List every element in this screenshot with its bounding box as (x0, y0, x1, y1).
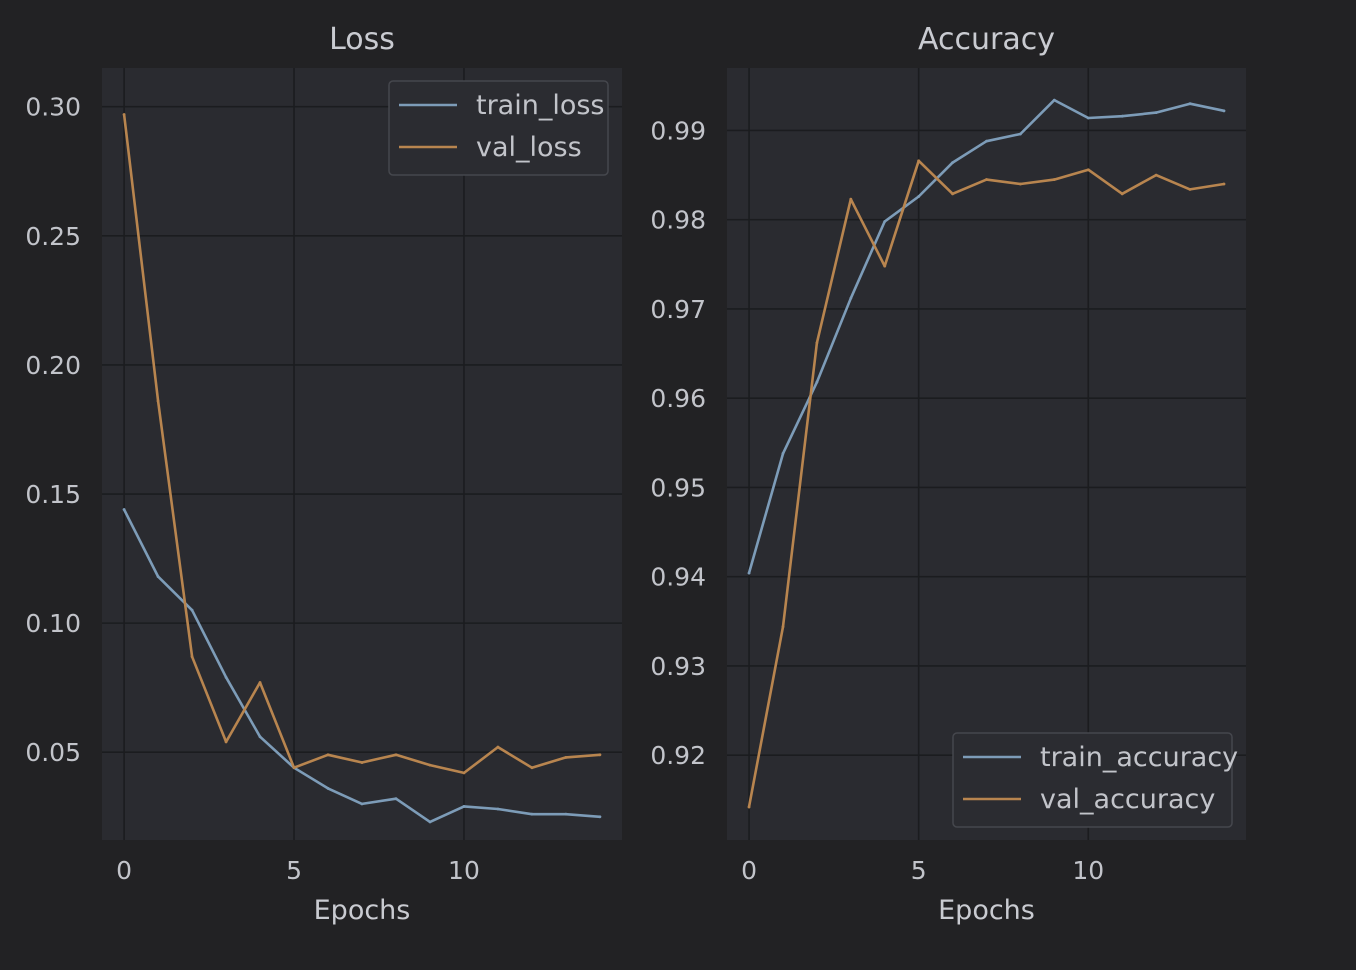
data-point-train_loss (428, 820, 432, 824)
x-axis-label: Epochs (938, 895, 1035, 926)
chart-title: Loss (329, 22, 395, 57)
data-point-train_accuracy (747, 571, 751, 575)
data-point-val_loss (462, 771, 466, 775)
data-point-val_loss (428, 763, 432, 767)
data-point-val_accuracy (985, 178, 988, 181)
x-axis-label: Epochs (314, 895, 411, 926)
data-point-val_accuracy (781, 625, 785, 629)
y-tick-label: 0.96 (650, 384, 706, 413)
data-point-val_loss (564, 755, 568, 759)
data-point-val_accuracy (1052, 178, 1056, 181)
data-point-val_accuracy (951, 192, 954, 196)
x-tick-label: 5 (911, 856, 927, 885)
data-point-val_accuracy (1188, 187, 1192, 191)
y-tick-label: 0.99 (650, 116, 706, 145)
data-point-train_accuracy (951, 161, 954, 165)
data-point-val_accuracy (1222, 182, 1226, 186)
data-point-val_loss (598, 753, 602, 757)
x-tick-label: 0 (116, 856, 132, 885)
data-point-train_accuracy (1154, 111, 1158, 115)
x-tick-label: 10 (448, 856, 480, 885)
x-tick-label: 5 (286, 856, 302, 885)
data-point-val_accuracy (1086, 168, 1090, 172)
data-point-val_loss (122, 113, 126, 116)
y-tick-label: 0.05 (25, 738, 81, 767)
data-point-val_accuracy (1154, 173, 1158, 177)
data-point-train_loss (122, 508, 126, 511)
data-point-val_accuracy (815, 341, 819, 345)
data-point-train_accuracy (1086, 116, 1090, 120)
data-point-train_accuracy (849, 296, 853, 300)
legend-label: train_loss (476, 90, 605, 121)
legend-label: val_loss (476, 132, 582, 163)
data-point-train_loss (258, 735, 262, 739)
data-point-val_loss (394, 753, 398, 757)
chart-title: Accuracy (918, 22, 1055, 57)
data-point-val_accuracy (747, 805, 751, 809)
legend-box (952, 732, 1233, 828)
data-point-train_accuracy (985, 139, 988, 143)
y-tick-label: 0.95 (650, 473, 706, 502)
data-point-val_accuracy (1019, 182, 1022, 186)
data-point-val_loss (530, 766, 534, 770)
data-point-train_loss (496, 807, 500, 811)
y-tick-label: 0.97 (650, 295, 706, 324)
data-point-val_accuracy (1120, 192, 1124, 196)
y-tick-label: 0.93 (650, 652, 706, 681)
data-point-train_loss (394, 797, 398, 801)
data-point-val_loss (496, 745, 500, 749)
data-point-train_loss (598, 815, 602, 819)
data-point-val_loss (326, 753, 330, 757)
data-point-train_accuracy (1120, 114, 1124, 118)
data-point-train_accuracy (1188, 102, 1192, 106)
data-point-train_loss (360, 802, 364, 806)
data-point-val_loss (292, 766, 296, 770)
data-point-val_loss (156, 399, 160, 403)
data-point-train_loss (530, 812, 534, 816)
y-tick-label: 0.25 (25, 222, 81, 251)
y-tick-label: 0.10 (25, 609, 81, 638)
legend-label: train_accuracy (1040, 742, 1238, 773)
x-tick-label: 0 (741, 856, 757, 885)
data-point-val_loss (190, 655, 194, 659)
data-point-train_accuracy (781, 452, 785, 455)
plot-area (102, 68, 622, 840)
y-tick-label: 0.98 (650, 206, 706, 235)
data-point-train_loss (326, 786, 330, 790)
data-point-train_accuracy (815, 380, 819, 384)
data-point-val_accuracy (917, 159, 921, 163)
plot-area (727, 68, 1246, 840)
data-point-val_loss (360, 761, 364, 764)
data-point-val_loss (224, 740, 228, 744)
x-tick-label: 10 (1072, 856, 1104, 885)
data-point-train_loss (224, 675, 228, 679)
y-tick-label: 0.92 (650, 741, 706, 770)
data-point-train_loss (462, 805, 466, 808)
data-point-train_loss (156, 575, 160, 579)
legend-label: val_accuracy (1040, 784, 1215, 815)
data-point-train_loss (190, 608, 194, 612)
data-point-train_accuracy (883, 220, 887, 223)
loss-chart: Loss 0.05 0.10 0.15 0.20 0.25 0.30 0 5 10 Epochs tr… (25, 22, 622, 926)
y-tick-label: 0.20 (25, 351, 81, 380)
data-point-train_accuracy (1019, 132, 1022, 136)
data-point-val_accuracy (883, 264, 887, 268)
data-point-val_loss (258, 681, 262, 684)
data-point-train_loss (564, 812, 568, 816)
data-point-train_accuracy (917, 195, 921, 198)
data-point-train_accuracy (1052, 98, 1056, 102)
data-point-train_accuracy (1222, 109, 1226, 113)
y-tick-label: 0.94 (650, 563, 706, 592)
y-tick-label: 0.15 (25, 480, 81, 509)
data-point-val_accuracy (849, 197, 853, 201)
accuracy-chart: Accuracy 0.92 0.93 0.94 0.95 0.96 0.97 0.98 0.99… (650, 22, 1246, 926)
y-tick-label: 0.30 (25, 93, 81, 122)
